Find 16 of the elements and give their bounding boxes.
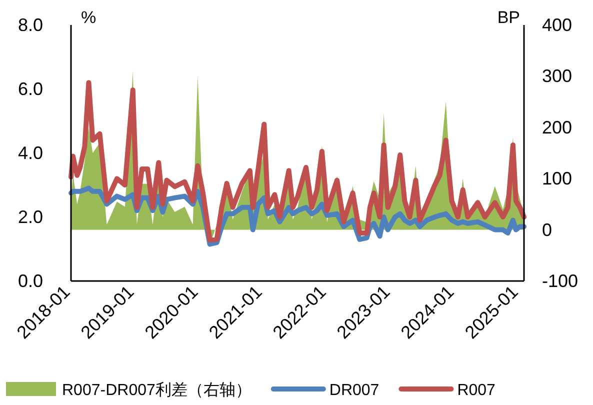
y-tick-label: 4.0: [18, 143, 43, 163]
y-axis-title: %: [81, 8, 96, 27]
y-tick-label: 0.0: [18, 271, 43, 291]
y-tick-label: 2.0: [18, 207, 43, 227]
y2-tick-label: 200: [542, 117, 572, 138]
legend-label: R007: [457, 382, 496, 399]
y-tick-label: 6.0: [18, 79, 43, 99]
legend-label: R007-DR007利差（右轴）: [62, 381, 252, 399]
y2-tick-label: 300: [542, 66, 572, 86]
y2-tick-label: 0: [542, 220, 552, 240]
y2-axis-title: BP: [497, 8, 520, 27]
y2-tick-label: 100: [542, 168, 572, 189]
y2-tick-label: -100: [542, 271, 578, 291]
legend-label: DR007: [329, 382, 380, 399]
y-tick-label: 8.0: [18, 15, 43, 35]
y2-tick-label: 400: [542, 15, 572, 35]
